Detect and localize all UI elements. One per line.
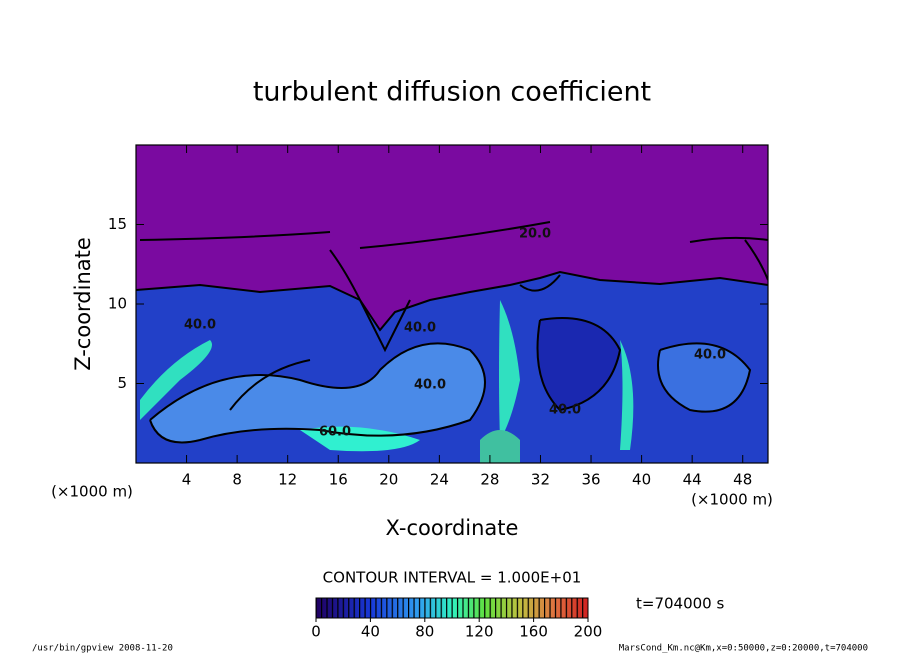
chart-title: turbulent diffusion coefficient [253, 77, 651, 108]
contour-field [136, 145, 768, 463]
colorbar-tick-label: 80 [415, 623, 434, 641]
x-tick-label: 12 [278, 471, 297, 489]
x-tick-label: 20 [379, 471, 398, 489]
colorbar-tick-label: 120 [465, 623, 494, 641]
colorbar-tick-label: 160 [519, 623, 548, 641]
x-tick-label: 40 [632, 471, 651, 489]
x-tick-label: 24 [430, 471, 449, 489]
footer-left: /usr/bin/gpview 2008-11-20 [32, 644, 173, 654]
y-tick-label: 5 [117, 374, 127, 392]
contour-interval: CONTOUR INTERVAL = 1.000E+01 [323, 569, 582, 587]
y-tick-label: 15 [108, 215, 127, 233]
x-tick-label: 32 [531, 471, 550, 489]
y-tick-label: 10 [108, 295, 127, 313]
colorbar-stripes [316, 598, 588, 618]
contour-label: 40.0 [184, 318, 216, 333]
x-tick-label: 16 [329, 471, 348, 489]
x-unit: (×1000 m) [691, 491, 773, 509]
x-tick-label: 28 [480, 471, 499, 489]
contour-label: 40.0 [414, 378, 446, 393]
y-unit: (×1000 m) [51, 483, 133, 501]
colorbar-tick-label: 200 [574, 623, 603, 641]
contour-label: 20.0 [519, 227, 551, 242]
contour-label: 40.0 [404, 321, 436, 336]
x-axis-label: X-coordinate [386, 516, 519, 540]
x-tick-label: 48 [733, 471, 752, 489]
time-label: t=704000 s [636, 595, 724, 613]
colorbar-frame [315, 597, 589, 619]
x-tick-label: 8 [232, 471, 242, 489]
contour-label: 40.0 [694, 348, 726, 363]
contour-label: 40.0 [549, 403, 581, 418]
contour-label: 60.0 [319, 425, 351, 440]
x-tick-label: 36 [581, 471, 600, 489]
footer-right: MarsCond_Km.nc@Km,x=0:50000,z=0:20000,t=… [619, 644, 868, 654]
x-tick-label: 44 [683, 471, 702, 489]
colorbar-tick-label: 0 [311, 623, 321, 641]
colorbar-tick-label: 40 [361, 623, 380, 641]
x-tick-label: 4 [182, 471, 192, 489]
y-axis-label: Z-coordinate [71, 237, 95, 371]
